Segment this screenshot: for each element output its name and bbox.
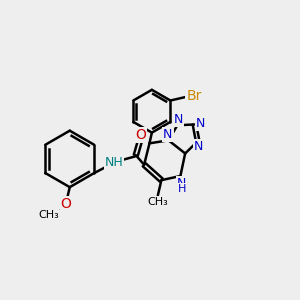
Text: N: N [194, 140, 203, 154]
Text: CH₃: CH₃ [39, 210, 60, 220]
Text: N: N [163, 128, 172, 141]
Text: CH₃: CH₃ [147, 196, 168, 207]
Text: H: H [178, 184, 186, 194]
Text: N: N [177, 177, 187, 190]
Text: Br: Br [186, 89, 202, 103]
Text: N: N [196, 117, 205, 130]
Text: N: N [174, 113, 184, 126]
Text: O: O [135, 128, 146, 142]
Text: NH: NH [105, 156, 124, 170]
Text: O: O [61, 197, 72, 211]
